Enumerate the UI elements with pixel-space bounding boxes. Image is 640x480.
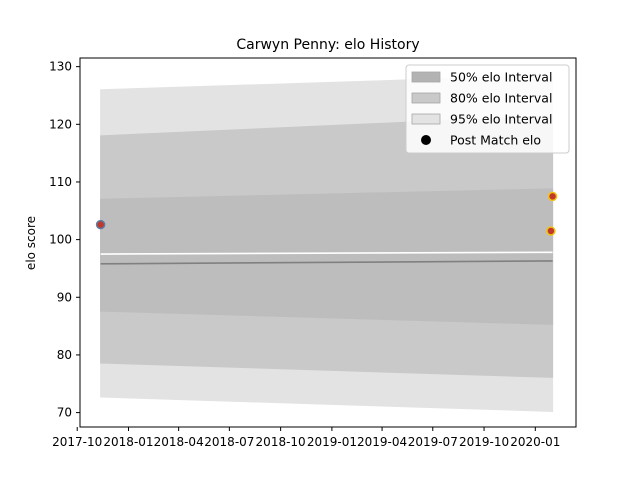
plot-frame bbox=[79, 57, 577, 428]
data-point-0 bbox=[95, 219, 106, 230]
band-2 bbox=[100, 188, 554, 325]
legend-label-2: 95% elo Interval bbox=[450, 112, 552, 127]
x-tick-label-9: 2020-01 bbox=[510, 435, 560, 449]
x-tick-label-5: 2019-01 bbox=[307, 435, 357, 449]
legend: 50% elo Interval 80% elo Interval 95% elo … bbox=[405, 64, 570, 154]
center-line-0 bbox=[100, 260, 553, 265]
x-tick-label-8: 2019-10 bbox=[459, 435, 509, 449]
x-tick-label-2: 2018-04 bbox=[154, 435, 204, 449]
legend-label-3: Post Match elo bbox=[450, 133, 541, 148]
x-tick-label-7: 2019-07 bbox=[408, 435, 458, 449]
x-tick-label-1: 2018-01 bbox=[103, 435, 153, 449]
y-tick-label-6: 130 bbox=[49, 60, 72, 74]
y-tick-label-4: 110 bbox=[49, 175, 72, 189]
y-tick-label-2: 90 bbox=[57, 290, 72, 304]
center-line-1 bbox=[100, 251, 553, 255]
chart-title: Carwyn Penny: elo History bbox=[236, 37, 419, 53]
y-tick-label-0: 70 bbox=[57, 406, 72, 420]
legend-label-1: 80% elo Interval bbox=[450, 91, 552, 106]
y-tick-label-3: 100 bbox=[49, 233, 72, 247]
y-axis-label: elo score bbox=[24, 216, 38, 270]
legend-marker-3 bbox=[421, 135, 431, 145]
x-tick-label-4: 2018-10 bbox=[256, 435, 306, 449]
x-tick-label-6: 2019-04 bbox=[357, 435, 407, 449]
plot-area bbox=[95, 74, 558, 412]
x-tick-label-0: 2017-10 bbox=[52, 435, 102, 449]
legend-swatch-1 bbox=[411, 92, 441, 104]
data-point-1 bbox=[546, 226, 556, 236]
data-point-2 bbox=[547, 191, 558, 202]
y-tick-label-1: 80 bbox=[57, 348, 72, 362]
legend-swatch-2 bbox=[411, 113, 441, 125]
legend-swatch-0 bbox=[411, 71, 441, 83]
x-tick-label-3: 2018-07 bbox=[204, 435, 254, 449]
legend-label-0: 50% elo Interval bbox=[450, 70, 552, 85]
y-tick-label-5: 120 bbox=[49, 117, 72, 131]
legend-box bbox=[405, 64, 570, 154]
